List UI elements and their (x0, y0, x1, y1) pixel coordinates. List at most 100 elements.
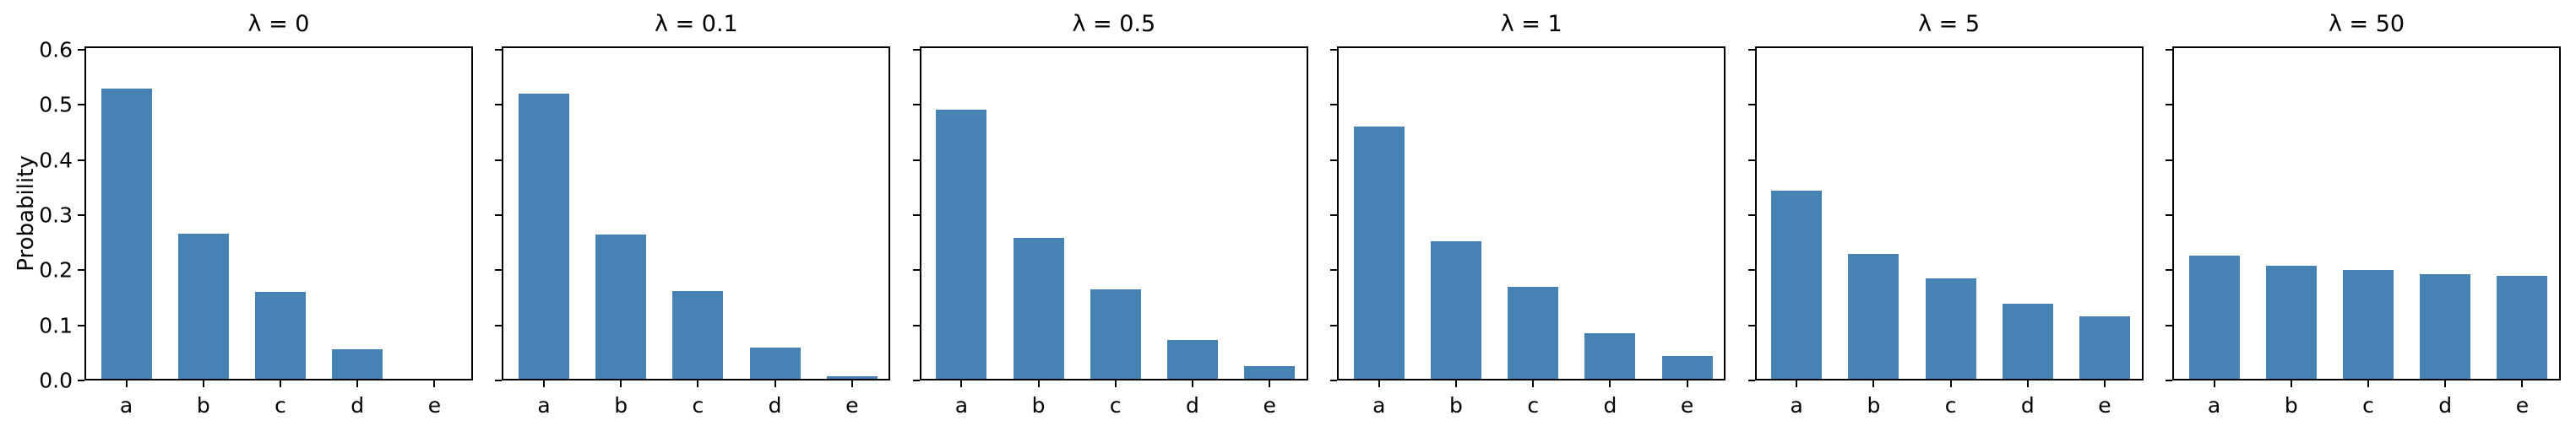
y-tick (912, 104, 920, 106)
y-tick (2166, 380, 2172, 381)
x-tick-label: e (1263, 393, 1276, 418)
bar-b (595, 234, 647, 379)
y-tick (1747, 380, 1755, 381)
x-tick-label: e (2098, 393, 2111, 418)
y-tick (78, 380, 84, 381)
x-tick (2103, 380, 2106, 387)
x-tick (1114, 380, 1117, 387)
subplot-title: λ = 1 (1500, 11, 1562, 37)
x-tick-label: a (954, 393, 969, 418)
x-tick-label: b (196, 393, 210, 418)
y-tick (78, 269, 84, 272)
bar-b (1848, 253, 1899, 379)
x-tick-label: c (1109, 393, 1122, 418)
y-tick (2166, 159, 2172, 161)
subplot-0: λ = 0 0.0 0.1 0.2 0.3 0.4 0.5 0.6 a b c d e (39, 11, 473, 418)
y-tick (2166, 104, 2172, 106)
y-tick-label: 0.4 (39, 148, 73, 173)
x-tick (774, 380, 776, 387)
bar-c (1508, 286, 1559, 379)
x-tick-label: d (351, 393, 365, 418)
y-tick (495, 49, 503, 51)
y-tick-label: 0.1 (39, 313, 73, 338)
bar-c (1925, 278, 1976, 379)
x-tick (1949, 380, 1952, 387)
bar-a (936, 110, 987, 379)
x-tick (851, 380, 853, 387)
x-tick-label: b (1867, 393, 1881, 418)
x-tick-label: c (2362, 393, 2374, 418)
bar-d (2420, 273, 2471, 379)
y-tick (78, 214, 84, 216)
bar-b (1430, 240, 1481, 379)
y-tick (495, 380, 503, 381)
bar-d (1584, 332, 1636, 379)
subplot-title: λ = 0 (247, 11, 310, 37)
bar-e (2079, 316, 2130, 379)
x-tick-label: d (1186, 393, 1199, 418)
y-tick (1330, 324, 1338, 326)
x-tick (2026, 380, 2029, 387)
x-tick-label: d (1603, 393, 1617, 418)
y-tick (1330, 159, 1338, 161)
x-tick (1269, 380, 1271, 387)
bar-d (749, 348, 801, 379)
y-tick (912, 380, 920, 381)
x-tick-label: b (614, 393, 628, 418)
bar-b (1013, 237, 1064, 379)
y-tick (912, 324, 920, 326)
bar-e (2497, 276, 2548, 379)
y-tick (1330, 104, 1338, 106)
y-tick (1330, 269, 1338, 272)
y-tick (912, 159, 920, 161)
bar-b (177, 234, 229, 379)
x-tick (1686, 380, 1688, 387)
y-tick (1747, 159, 1755, 161)
subplot-title: λ = 0.5 (1072, 11, 1156, 37)
y-tick (2166, 214, 2172, 216)
x-tick-label: a (1790, 393, 1803, 418)
subplot-title: λ = 0.1 (655, 11, 738, 37)
y-tick (495, 324, 503, 326)
bar-c (255, 291, 306, 379)
bar-d (1166, 340, 1218, 379)
y-tick (912, 269, 920, 272)
bar-a (101, 89, 152, 379)
y-tick-label: 0.6 (39, 37, 73, 62)
y-tick (495, 269, 503, 272)
x-tick (1037, 380, 1040, 387)
x-tick (2367, 380, 2369, 387)
y-tick (1747, 214, 1755, 216)
bar-a (1771, 191, 1823, 379)
x-tick (542, 380, 545, 387)
y-tick (78, 104, 84, 106)
subplot-title: λ = 5 (1918, 11, 1981, 37)
bar-c (1090, 289, 1141, 379)
x-tick (125, 380, 128, 387)
x-tick-label: a (2207, 393, 2221, 418)
x-tick-label: a (537, 393, 551, 418)
x-tick (356, 380, 359, 387)
x-tick-label: b (2284, 393, 2298, 418)
y-tick-label: 0.0 (39, 368, 73, 393)
bar-c (2343, 270, 2394, 379)
y-tick-label: 0.5 (39, 92, 73, 117)
x-tick-label: c (1527, 393, 1540, 418)
bar-e (1661, 355, 1713, 379)
x-tick (2290, 380, 2292, 387)
y-tick (1747, 104, 1755, 106)
subplot-5: λ = 50 a b c d e (2166, 11, 2561, 418)
x-tick (280, 380, 281, 387)
x-tick-label: a (1372, 393, 1386, 418)
x-tick (1609, 380, 1611, 387)
y-tick (912, 49, 920, 51)
x-tick (620, 380, 622, 387)
x-tick (697, 380, 699, 387)
y-tick (1747, 49, 1755, 51)
y-tick (495, 159, 503, 161)
bar-b (2265, 266, 2317, 379)
bar-d (332, 349, 383, 379)
subplot-title: λ = 50 (2328, 11, 2405, 37)
x-tick-label: a (119, 393, 133, 418)
y-tick (78, 159, 84, 161)
